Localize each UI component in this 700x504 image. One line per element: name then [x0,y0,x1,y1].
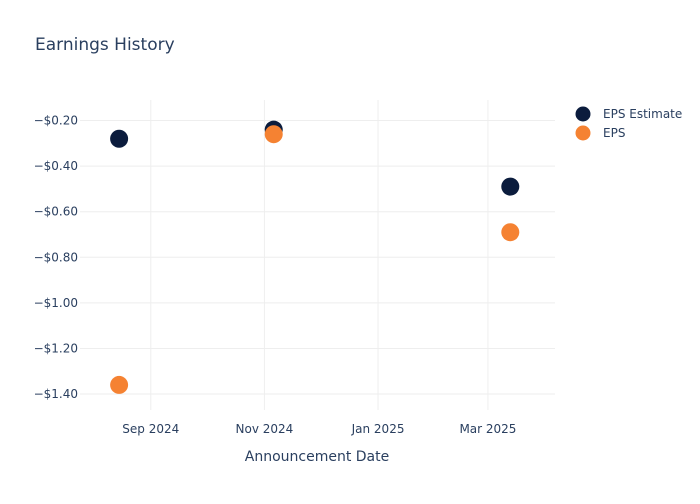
eps-point[interactable] [264,125,283,144]
legend-label[interactable]: EPS [603,126,625,140]
eps-estimate-point[interactable] [110,129,129,148]
y-tick-label: −$0.40 [34,159,78,173]
y-tick-label: −$0.80 [34,250,78,264]
x-axis-title: Announcement Date [245,449,389,465]
grid-layer [80,100,555,410]
y-tick-label: −$1.00 [34,296,78,310]
eps-estimate-point[interactable] [501,177,520,196]
eps-point[interactable] [110,375,129,394]
legend-label[interactable]: EPS Estimate [603,107,682,121]
x-tick-label: Sep 2024 [122,422,179,436]
chart-title: Earnings History [35,35,175,55]
x-tick-label: Jan 2025 [351,422,405,436]
x-tick-label: Mar 2025 [459,422,516,436]
legend-marker[interactable] [575,106,591,122]
y-tick-label: −$1.20 [34,341,78,355]
eps-point[interactable] [501,223,520,242]
marker-layer [110,120,520,394]
legend: EPS Estimate EPS [575,106,682,141]
legend-marker[interactable] [575,125,591,141]
y-tick-label: −$0.60 [34,205,78,219]
tick-layer: Sep 2024 Nov 2024 Jan 2025 Mar 2025 −$0.20 −$… [34,114,517,436]
x-tick-label: Nov 2024 [236,422,294,436]
y-tick-label: −$1.40 [34,387,78,401]
y-tick-label: −$0.20 [34,114,78,128]
